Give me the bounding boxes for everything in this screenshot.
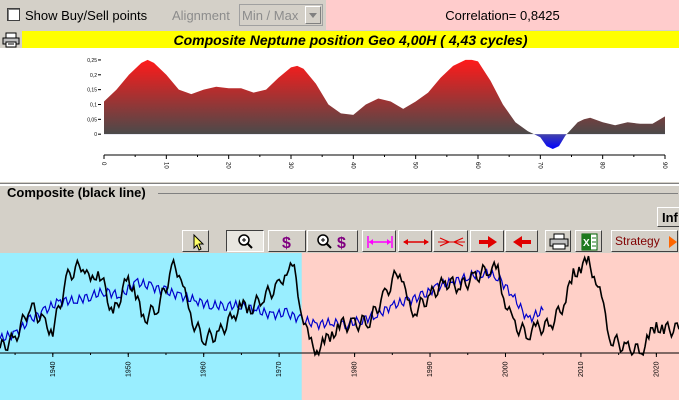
alignment-select[interactable]: Min / Max [239,4,323,26]
x-tick-label: 90 [661,162,667,169]
top-toolbar: Show Buy/Sell points Alignment Min / Max… [0,0,679,30]
x-tick-label: 40 [349,162,355,169]
chevron-down-icon[interactable] [305,6,321,24]
y-tick-label: 0,25 [87,58,97,64]
y-tick-label: 0,05 [87,117,97,123]
y-tick-label: 0,1 [90,102,97,108]
show-buysell-label[interactable]: Show Buy/Sell points [25,8,148,23]
scroll-left-icon [513,236,531,248]
x-tick-label: 2000 [502,361,509,377]
positive-area [104,59,665,135]
x-tick-label: 60 [474,162,480,169]
x-tick-label: 70 [536,162,542,169]
x-tick-label: 1950 [125,361,132,377]
x-tick-label: 1960 [201,361,208,377]
zoom-price-tool-button[interactable]: $ [307,230,358,252]
chart-title-bar: Composite Neptune position Geo 4,00H ( 4… [22,31,679,48]
composite-line [0,255,679,357]
x-tick-label: 1990 [427,361,434,377]
svg-text:X: X [583,238,590,249]
alignment-label: Alignment [172,8,230,23]
x-tick-label: 1980 [352,361,359,377]
composite-chart: 1940 1950 1960 1970 1980 1990 2000 2010 2020 [0,253,679,400]
printer-icon [2,32,20,48]
dollar-icon: $ [282,235,291,252]
x-tick-label: 0 [100,162,106,166]
print-chart-button[interactable] [2,32,20,48]
expand-range-icon [403,239,429,245]
scroll-right-icon [479,236,497,248]
info-button[interactable]: Inf [657,207,679,227]
price-tool-button[interactable]: $ [268,230,306,252]
expand-range-button[interactable] [398,230,432,252]
negative-area [534,134,567,149]
x-tick-label: 2020 [653,361,660,377]
section-title: Composite (black line) [7,185,146,200]
x-tick-label: 50 [412,162,418,169]
future-region [301,253,679,400]
printer-icon [549,233,569,250]
alignment-value: Min / Max [242,8,299,23]
correlation-panel: Correlation= 0,8425 [326,0,679,30]
strategy-button[interactable]: Strategy [611,230,678,252]
scroll-right-button[interactable] [470,230,504,252]
x-tick-label: 20 [225,162,231,169]
y-tick-label: 0 [94,132,97,138]
panel-divider[interactable] [0,183,679,186]
svg-text:$: $ [337,235,346,252]
compress-range-button[interactable] [433,230,468,252]
section-rule [158,193,678,194]
zoom-dollar-icon: $ [317,234,346,252]
x-tick-label: 1970 [276,361,283,377]
info-label: Inf [662,210,678,225]
compress-range-icon [438,237,465,247]
excel-icon: X [581,233,598,251]
play-arrow-icon [669,236,677,248]
correlation-text: Correlation= 0,8425 [445,8,560,23]
fit-range-icon [367,236,393,248]
y-tick-label: 0,15 [87,88,97,94]
fit-range-button[interactable] [362,230,396,252]
x-tick-label: 80 [599,162,605,169]
x-tick-label: 30 [287,162,293,169]
x-tick-label: 10 [162,162,168,169]
pointer-tool-button[interactable] [182,230,209,252]
chart-title: Composite Neptune position Geo 4,00H ( 4… [173,32,528,48]
y-tick-label: 0,2 [90,73,97,79]
show-buysell-checkbox[interactable] [7,8,20,21]
print-button[interactable] [545,230,571,252]
svg-text:$: $ [282,235,291,252]
zoom-tool-button[interactable] [226,230,264,252]
scroll-left-button[interactable] [505,230,538,252]
cycle-chart-area: 0,25 0,2 0,15 0,1 0,05 0 0 10 20 30 40 50 60 70 80 90 [0,48,679,182]
x-tick-label: 1940 [50,361,57,377]
price-line [0,268,544,342]
strategy-label: Strategy [615,234,660,248]
past-region [0,253,302,400]
x-tick-label: 2010 [578,361,585,377]
cursor-icon [193,233,205,251]
zoom-icon [238,234,253,249]
cycle-chart: 0,25 0,2 0,15 0,1 0,05 0 0 10 20 30 40 50 60 70 80 90 [87,58,667,169]
export-excel-button[interactable]: X [575,230,602,252]
